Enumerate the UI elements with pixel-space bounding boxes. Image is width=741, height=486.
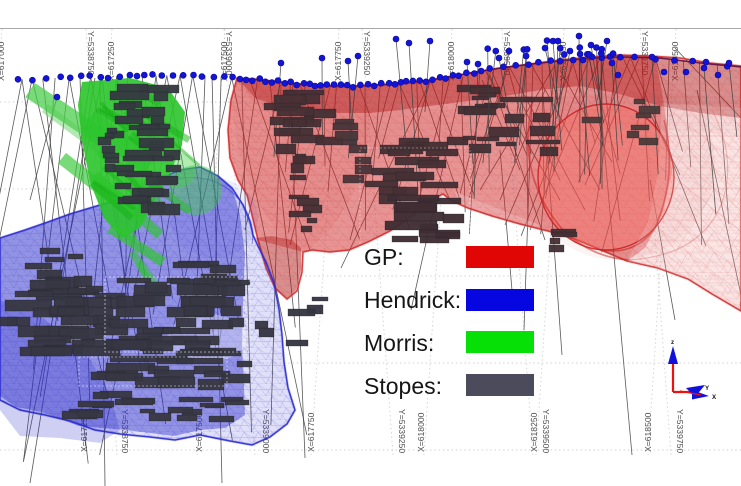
svg-text:GP:: GP: (364, 244, 404, 270)
svg-text:Y=5338750: Y=5338750 (86, 31, 96, 75)
svg-text:Y=5339000: Y=5339000 (224, 31, 234, 75)
svg-text:X=618500: X=618500 (643, 412, 653, 452)
svg-text:Y=5339750: Y=5339750 (675, 409, 685, 453)
svg-text:Y=5339250: Y=5339250 (362, 31, 372, 75)
svg-text:X: X (712, 394, 717, 401)
svg-text:z: z (671, 339, 674, 346)
svg-text:X=617000: X=617000 (0, 41, 6, 81)
svg-text:X=617750: X=617750 (333, 41, 343, 81)
svg-text:Hendrick:: Hendrick: (364, 287, 461, 313)
svg-text:X=618250: X=618250 (529, 412, 539, 452)
svg-text:Stopes:: Stopes: (364, 373, 442, 399)
svg-text:Y=5339500: Y=5339500 (541, 409, 551, 453)
svg-text:X=618000: X=618000 (416, 412, 426, 452)
svg-text:X=617750: X=617750 (306, 412, 316, 452)
svg-text:Y=5339250: Y=5339250 (397, 409, 407, 453)
svg-text:X=617250: X=617250 (106, 41, 116, 81)
svg-text:X=618000: X=618000 (446, 41, 456, 81)
svg-text:X=617500: X=617500 (219, 41, 229, 81)
svg-text:Morris:: Morris: (364, 330, 434, 356)
svg-text:Y=5339750: Y=5339750 (640, 31, 650, 75)
svg-text:X=617250: X=617250 (79, 412, 89, 452)
svg-text:Y: Y (705, 385, 710, 392)
